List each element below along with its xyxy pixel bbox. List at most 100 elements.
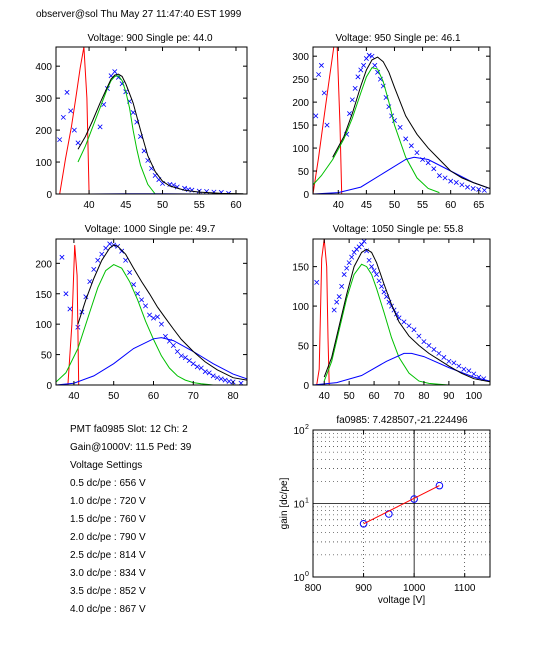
series-line — [313, 156, 490, 194]
voltage-setting: 1.0 dc/pe : 720 V — [70, 496, 146, 507]
y-tick-label: 10 — [293, 500, 305, 511]
data-point — [154, 314, 160, 320]
x-tick-label: 900 — [355, 583, 372, 594]
data-point — [369, 53, 375, 59]
data-point — [331, 307, 337, 313]
x-tick-label: 50 — [108, 391, 120, 402]
chart-title-900: Voltage: 900 Single pe: 44.0 — [87, 33, 213, 44]
data-point — [59, 254, 65, 260]
data-point — [358, 67, 364, 73]
x-tick-label: 1100 — [454, 583, 476, 594]
data-point — [214, 375, 220, 381]
data-point — [75, 140, 81, 146]
data-point — [321, 90, 327, 96]
y-tick-label: 150 — [35, 290, 52, 301]
x-tick-label: 60 — [148, 391, 160, 402]
chart-title-gain: fa0985: 7.428507,-21.224496 — [336, 415, 468, 426]
series-line — [332, 56, 490, 189]
y-tick-label: 200 — [35, 259, 52, 270]
data-point — [64, 89, 70, 95]
data-point — [336, 294, 342, 300]
data-point — [364, 248, 370, 254]
y-tick-label: 150 — [292, 121, 309, 132]
data-point — [389, 113, 395, 119]
series-line — [323, 248, 490, 383]
data-point — [403, 136, 409, 142]
data-point — [182, 355, 188, 361]
data-point — [425, 160, 431, 166]
data-point — [71, 127, 77, 133]
data-point — [366, 52, 372, 58]
data-point — [147, 312, 152, 318]
x-tick-label: 40 — [83, 200, 95, 211]
voltage-setting: 2.0 dc/pe : 790 V — [70, 532, 146, 543]
data-point — [436, 173, 442, 179]
x-tick-label: 55 — [194, 200, 206, 211]
y-tick-label: 0 — [303, 381, 309, 392]
series-line — [56, 337, 247, 385]
data-point — [178, 353, 184, 359]
data-point — [448, 178, 454, 184]
data-point — [194, 364, 200, 370]
data-point — [381, 289, 387, 295]
data-point — [379, 283, 385, 289]
y-tick-label: 10 — [293, 426, 305, 437]
pmt-info: PMT fa0985 Slot: 12 Ch: 2 — [70, 424, 188, 435]
data-point — [206, 370, 212, 376]
data-point — [431, 347, 437, 352]
data-point — [361, 239, 367, 244]
data-point — [421, 339, 427, 345]
data-point — [222, 377, 228, 383]
data-point — [131, 282, 137, 288]
data-point — [371, 268, 377, 274]
data-point — [316, 72, 322, 78]
data-point — [158, 321, 164, 327]
x-tick-label: 40 — [319, 391, 331, 402]
data-point — [470, 186, 476, 191]
data-point — [324, 122, 330, 128]
x-tick-label: 45 — [361, 200, 373, 211]
x-tick-label: 80 — [228, 391, 240, 402]
y-tick-label: 50 — [41, 351, 53, 362]
data-point — [451, 360, 457, 366]
data-point — [57, 137, 63, 143]
data-point — [186, 358, 192, 364]
data-point — [346, 260, 352, 266]
series-line — [313, 67, 440, 194]
x-tick-label: 60 — [369, 391, 381, 402]
data-point — [347, 111, 353, 117]
data-point — [442, 175, 448, 181]
data-point — [456, 363, 462, 369]
chart-title-1000: Voltage: 1000 Single pe: 49.7 — [84, 224, 216, 235]
x-tick-label: 70 — [393, 391, 405, 402]
y-tick-label: 50 — [298, 342, 310, 353]
data-point — [471, 371, 477, 377]
data-point — [339, 283, 345, 289]
data-point — [143, 303, 149, 309]
data-point — [372, 62, 378, 68]
plot-frame — [312, 238, 491, 386]
data-point — [198, 365, 204, 371]
data-point — [374, 272, 380, 277]
x-tick-label: 50 — [344, 391, 356, 402]
data-point — [361, 62, 367, 68]
data-point — [202, 369, 208, 375]
series-line — [316, 239, 330, 385]
y-tick-label: 100 — [292, 144, 309, 155]
series-line — [77, 244, 247, 381]
data-point — [426, 343, 432, 349]
data-point — [435, 481, 444, 490]
y-tick-label: 150 — [292, 263, 309, 274]
data-point — [410, 495, 418, 503]
y-tick-label: 250 — [292, 75, 309, 86]
data-point — [465, 184, 471, 190]
series-line — [363, 485, 440, 525]
data-point — [349, 254, 355, 260]
data-point — [414, 150, 420, 156]
data-point — [107, 241, 113, 247]
y-tick-label: 0 — [46, 381, 52, 392]
data-point — [461, 366, 467, 372]
data-point — [99, 251, 105, 257]
y-tick-label: 0 — [46, 190, 52, 201]
